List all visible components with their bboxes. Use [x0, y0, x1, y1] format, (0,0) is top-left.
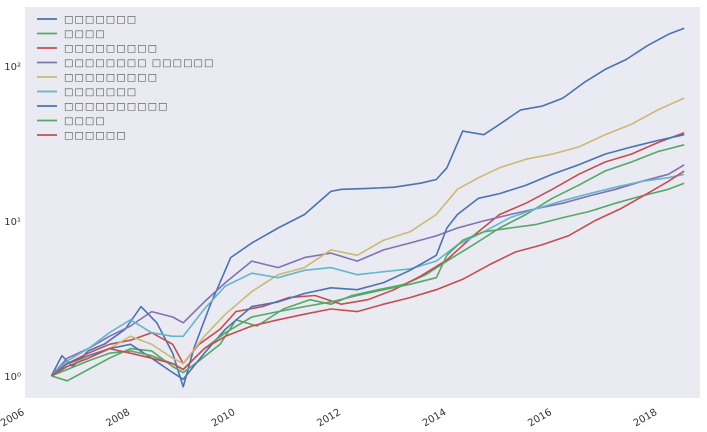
- series-layer: [50, 27, 685, 388]
- x-tick-label: 2018: [632, 407, 660, 429]
- legend-label: □□□□□□□□□: [64, 73, 158, 84]
- series-line-1: [50, 27, 685, 388]
- x-tick-label: 2012: [315, 407, 343, 429]
- legend-label: □□□□□□□: [64, 87, 137, 98]
- series-line-6: [50, 173, 685, 377]
- legend-label: □□□□□□□□□□: [64, 102, 168, 113]
- x-tick-label: 2008: [104, 407, 132, 429]
- legend-label: □□□□□□□□ □□□□□□: [64, 58, 214, 69]
- legend-label: □□□□□□□□□: [64, 44, 158, 55]
- legend-label: □□□□□□□: [64, 15, 137, 26]
- x-tick-label: 2014: [421, 407, 449, 429]
- legend-label: □□□□: [64, 116, 106, 127]
- y-tick-label: 10⁰: [4, 372, 21, 383]
- series-line-2: [51, 144, 685, 382]
- series-line-9: [50, 170, 685, 377]
- y-tick-label: 10²: [4, 62, 21, 73]
- y-tick-label: 10¹: [4, 217, 21, 228]
- x-tick-label: 2010: [210, 407, 238, 429]
- series-line-5: [50, 97, 685, 377]
- plot-area: [25, 7, 700, 398]
- x-tick-label: 2006: [0, 407, 26, 429]
- legend: □□□□□□□□□□□□□□□□□□□□□□□□□□□□ □□□□□□□□□□□…: [37, 15, 214, 142]
- legend-label: □□□□: [64, 29, 106, 40]
- series-line-8: [51, 182, 685, 377]
- legend-label: □□□□□□: [64, 131, 127, 142]
- series-line-4: [50, 164, 685, 377]
- x-tick-label: 2016: [526, 407, 554, 429]
- series-line-3: [50, 132, 685, 377]
